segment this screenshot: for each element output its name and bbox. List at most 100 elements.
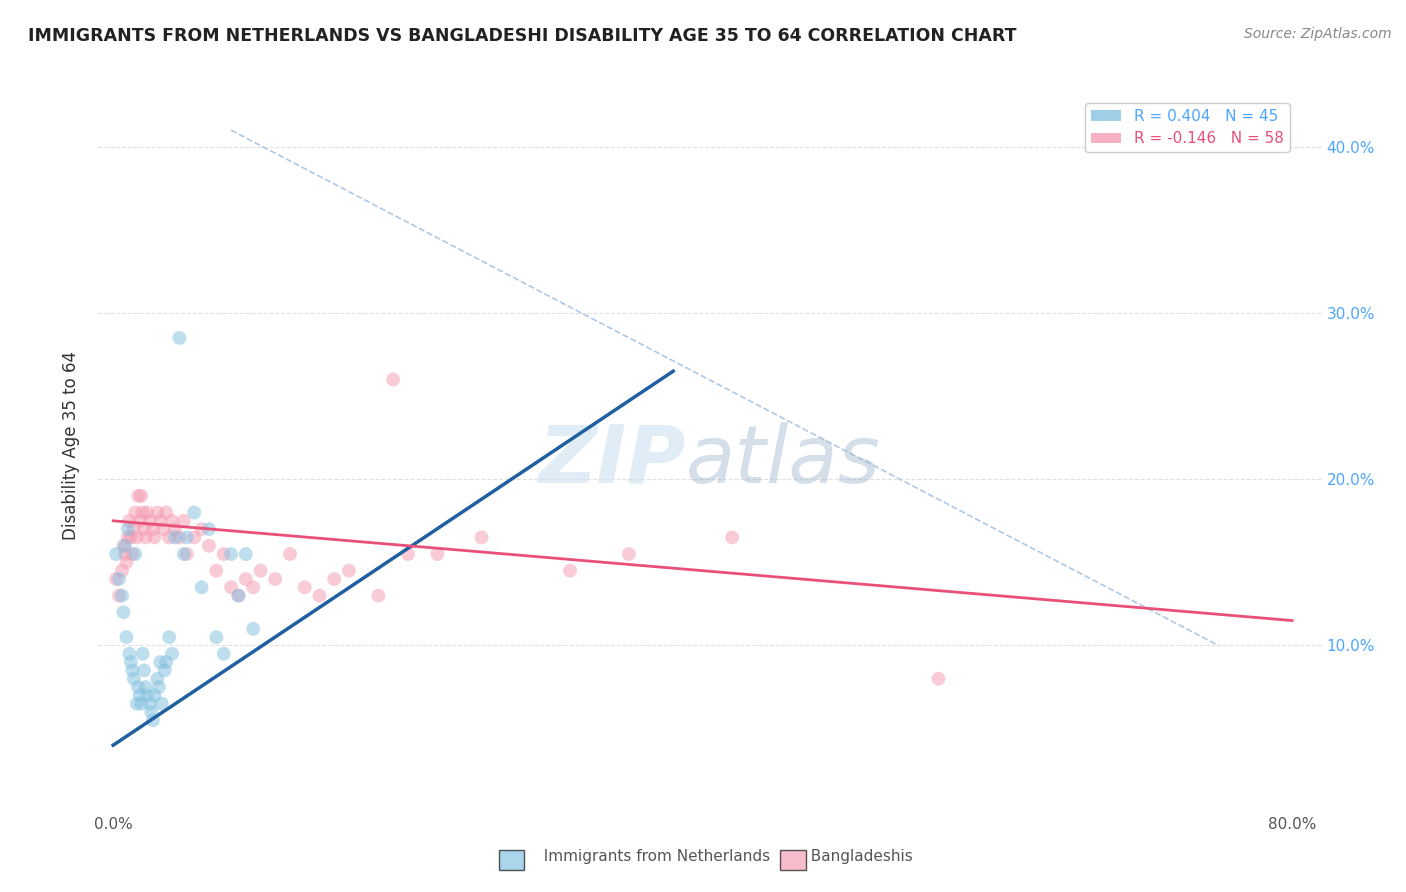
Point xyxy=(173,514,195,528)
Point xyxy=(157,630,180,644)
Point xyxy=(155,655,177,669)
Legend: R = 0.404   N = 45, R = -0.146   N = 58: R = 0.404 N = 45, R = -0.146 N = 58 xyxy=(1084,103,1289,153)
Point xyxy=(278,547,301,561)
Point xyxy=(183,506,205,520)
Point xyxy=(128,689,150,703)
Point xyxy=(160,647,183,661)
Point xyxy=(183,530,205,544)
Point xyxy=(264,572,287,586)
Point xyxy=(219,547,242,561)
Point xyxy=(165,522,187,536)
Point xyxy=(176,547,198,561)
Point xyxy=(308,589,330,603)
Point xyxy=(337,564,360,578)
Point xyxy=(112,539,135,553)
Point xyxy=(367,589,389,603)
Point xyxy=(153,664,176,678)
Point xyxy=(121,547,143,561)
Point xyxy=(142,714,165,728)
Point xyxy=(115,630,138,644)
Text: Bangladeshis: Bangladeshis xyxy=(801,849,912,863)
Point xyxy=(165,530,187,544)
Point xyxy=(122,672,145,686)
Point xyxy=(105,572,128,586)
Point xyxy=(132,664,155,678)
Point xyxy=(135,530,157,544)
Point xyxy=(124,506,146,520)
Point xyxy=(127,489,149,503)
Point xyxy=(558,564,581,578)
Point xyxy=(111,589,134,603)
Point xyxy=(120,655,142,669)
Point xyxy=(118,514,141,528)
Point xyxy=(382,372,405,386)
Point xyxy=(150,697,173,711)
Point xyxy=(155,506,177,520)
Point xyxy=(114,547,136,561)
Text: ZIP: ZIP xyxy=(538,422,686,500)
Point xyxy=(115,555,138,569)
Point xyxy=(249,564,271,578)
Y-axis label: Disability Age 35 to 64: Disability Age 35 to 64 xyxy=(62,351,80,541)
Point xyxy=(128,514,150,528)
Point xyxy=(141,705,163,719)
Point xyxy=(212,647,235,661)
Point xyxy=(139,697,162,711)
Point xyxy=(146,506,169,520)
Point xyxy=(108,572,131,586)
Point xyxy=(120,530,142,544)
Point xyxy=(228,589,250,603)
Point xyxy=(129,697,152,711)
Point xyxy=(132,522,155,536)
Point xyxy=(149,514,172,528)
Point xyxy=(149,655,172,669)
Point xyxy=(160,514,183,528)
Point xyxy=(190,522,212,536)
Point xyxy=(396,547,419,561)
Point xyxy=(927,672,949,686)
Point xyxy=(131,506,153,520)
Point xyxy=(125,697,148,711)
Point xyxy=(117,522,139,536)
Point xyxy=(112,605,135,619)
Point xyxy=(617,547,640,561)
Point xyxy=(136,506,159,520)
Point xyxy=(173,547,195,561)
Point xyxy=(235,572,257,586)
Point xyxy=(212,547,235,561)
Point xyxy=(111,564,134,578)
Point xyxy=(124,547,146,561)
Point xyxy=(143,689,166,703)
Point xyxy=(118,647,141,661)
Point xyxy=(121,664,143,678)
Point xyxy=(228,589,250,603)
Text: atlas: atlas xyxy=(686,422,880,500)
Point xyxy=(142,522,165,536)
Point xyxy=(219,580,242,594)
Point xyxy=(190,580,212,594)
Point xyxy=(125,530,148,544)
Point xyxy=(294,580,316,594)
Point xyxy=(205,564,228,578)
Point xyxy=(105,547,128,561)
Point xyxy=(242,622,264,636)
Point xyxy=(721,530,744,544)
Point xyxy=(426,547,449,561)
Point xyxy=(148,680,170,694)
Point xyxy=(205,630,228,644)
Point xyxy=(122,522,145,536)
Text: Source: ZipAtlas.com: Source: ZipAtlas.com xyxy=(1244,27,1392,41)
Point xyxy=(117,530,139,544)
Point xyxy=(169,530,191,544)
Point xyxy=(242,580,264,594)
Text: IMMIGRANTS FROM NETHERLANDS VS BANGLADESHI DISABILITY AGE 35 TO 64 CORRELATION C: IMMIGRANTS FROM NETHERLANDS VS BANGLADES… xyxy=(28,27,1017,45)
Point xyxy=(135,680,157,694)
Point xyxy=(108,589,131,603)
Text: Immigrants from Netherlands: Immigrants from Netherlands xyxy=(534,849,770,863)
Point xyxy=(131,647,153,661)
Point xyxy=(157,530,180,544)
Point xyxy=(143,530,166,544)
Point xyxy=(198,522,221,536)
Point xyxy=(198,539,221,553)
Point xyxy=(146,672,169,686)
